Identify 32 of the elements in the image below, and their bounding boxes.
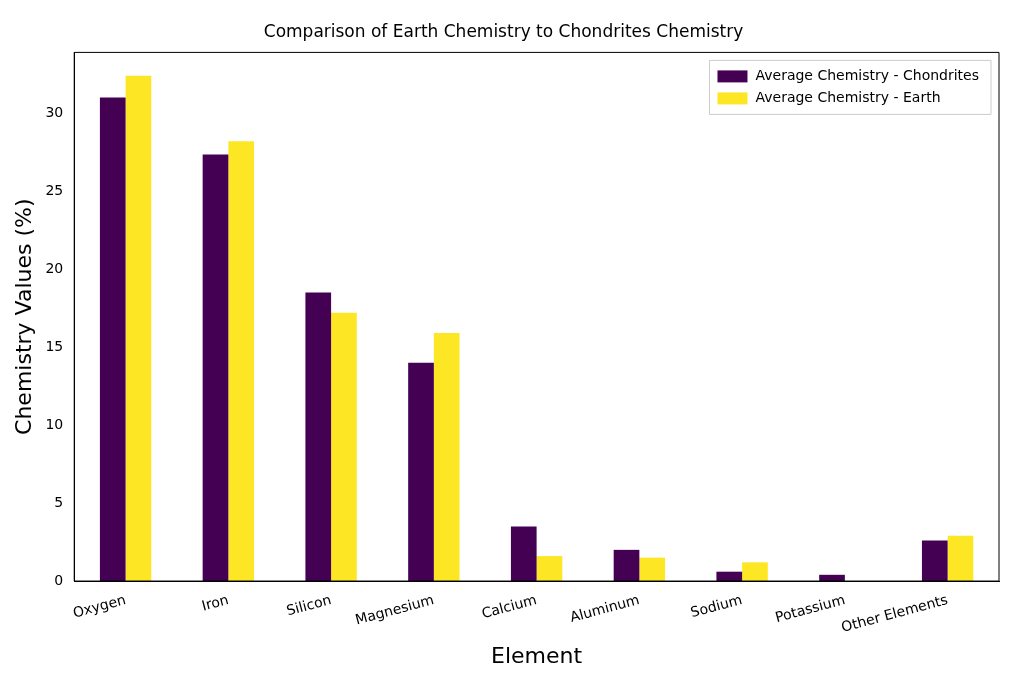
- chart-title: Comparison of Earth Chemistry to Chondrites Chemistry: [263, 20, 744, 41]
- bar: [639, 557, 666, 582]
- y-tick-label: 0: [54, 571, 64, 588]
- y-tick-label: 15: [45, 337, 64, 354]
- bar: [99, 97, 126, 582]
- x-tick-label: Oxygen: [71, 591, 128, 621]
- y-tick-label: 20: [45, 259, 64, 276]
- bar: [742, 562, 768, 582]
- bar: [613, 549, 640, 582]
- bar: [228, 141, 255, 582]
- y-axis-title: Chemistry Values (%): [10, 198, 36, 435]
- legend-label: Average Chemistry - Earth: [755, 89, 941, 106]
- bar: [536, 556, 563, 582]
- x-axis-title: Element: [491, 642, 583, 668]
- x-tick-label: Iron: [199, 591, 231, 614]
- bar: [510, 526, 537, 582]
- x-tick-label: Calcium: [479, 591, 539, 622]
- x-tick-label: Sodium: [688, 591, 744, 621]
- bar: [921, 540, 948, 582]
- y-tick-label: 30: [45, 103, 64, 120]
- bar: [331, 312, 357, 582]
- bar: [202, 154, 229, 582]
- bar: [433, 333, 460, 582]
- y-tick-label: 5: [54, 493, 64, 510]
- x-tick-label: Silicon: [284, 591, 333, 619]
- bar: [947, 535, 974, 582]
- bar: [305, 292, 332, 582]
- bar: [125, 75, 152, 582]
- legend-label: Average Chemistry - Chondrites: [755, 67, 980, 84]
- bar: [408, 362, 434, 582]
- y-tick-label: 10: [45, 415, 64, 432]
- y-tick-label: 25: [45, 181, 64, 198]
